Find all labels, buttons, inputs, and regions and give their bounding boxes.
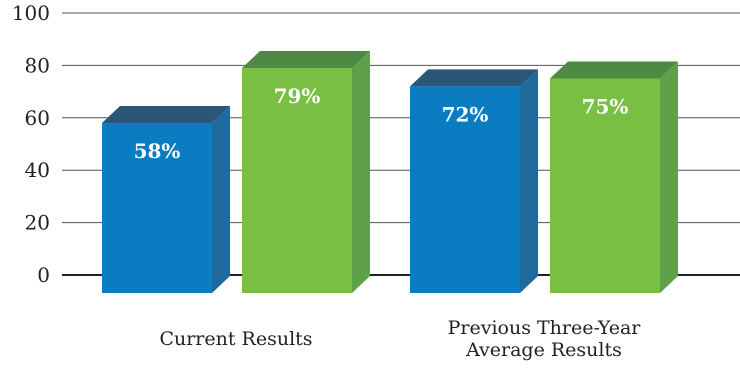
bar-top-face	[242, 51, 370, 69]
bar-side-face	[660, 61, 678, 293]
bar-blue-1: 72%	[410, 69, 538, 293]
y-tick-label-80: 80	[25, 53, 50, 77]
y-tick-label-20: 20	[25, 211, 50, 235]
bars: 58% 79% 72% 75%	[102, 51, 678, 294]
x-category-label-1: Previous Three-Year Average Results	[448, 317, 642, 361]
y-tick-label-60: 60	[25, 106, 50, 130]
data-label: 75%	[582, 95, 629, 119]
x-category-label-0: Current Results	[159, 328, 312, 350]
bar-green-0: 79%	[242, 51, 370, 294]
bar-top-face	[410, 69, 538, 87]
bar-front-face	[550, 78, 660, 293]
data-label: 79%	[274, 84, 321, 108]
y-tick-label-100: 100	[12, 1, 50, 25]
category-label-line: Previous Three-Year	[448, 317, 642, 339]
bar-side-face	[352, 51, 370, 293]
y-tick-label-40: 40	[25, 158, 50, 182]
bar-blue-0: 58%	[102, 106, 230, 293]
bar-top-face	[550, 61, 678, 79]
bar-front-face	[242, 68, 352, 294]
category-label-line: Current Results	[159, 328, 312, 350]
category-label-line: Average Results	[465, 339, 622, 361]
category-labels: Current Results Previous Three-Year Averag…	[159, 317, 641, 361]
bar-top-face	[102, 106, 230, 124]
y-axis-tick-labels: 0 20 40 60 80 100	[12, 1, 50, 287]
bar-side-face	[212, 106, 230, 293]
bar-side-face	[520, 69, 538, 293]
data-label: 72%	[442, 102, 489, 126]
y-tick-label-0: 0	[37, 263, 50, 287]
bar-green-1: 75%	[550, 61, 678, 293]
bar-front-face	[102, 123, 212, 293]
data-label: 58%	[134, 139, 181, 163]
bar-front-face	[410, 86, 520, 293]
